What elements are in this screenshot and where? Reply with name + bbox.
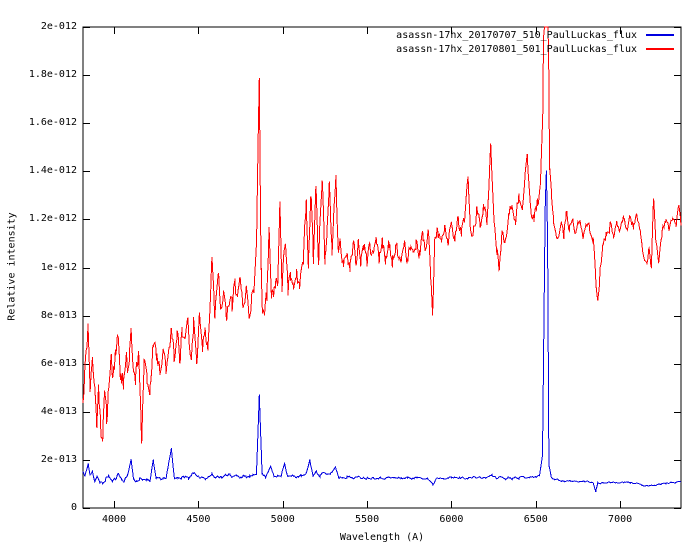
x-tick-label: 4500 bbox=[186, 514, 211, 525]
y-tick-label: 1.8e-012 bbox=[28, 69, 77, 81]
x-tick-label: 6500 bbox=[523, 514, 548, 525]
y-tick-label: 1e-012 bbox=[40, 261, 77, 273]
legend-line-sample-blue bbox=[646, 34, 674, 36]
legend-label-20170707: asassn-17hx_20170707_510_PaulLuckas_flux bbox=[396, 29, 637, 41]
x-tick-label: 7000 bbox=[608, 514, 633, 525]
x-tick-label: 5000 bbox=[270, 514, 295, 525]
y-tick-label: 0 bbox=[70, 502, 77, 513]
spectrum-line-0 bbox=[82, 170, 682, 492]
x-axis-title: Wavelength (A) bbox=[339, 532, 425, 543]
spectrum-line-1 bbox=[82, 26, 682, 444]
legend: asassn-17hx_20170707_510_PaulLuckas_flux… bbox=[396, 28, 674, 56]
legend-entry-20170801: asassn-17hx_20170801_501_PaulLuckas_flux bbox=[396, 42, 674, 56]
y-tick-label: 4e-013 bbox=[40, 405, 77, 417]
x-tick-label: 5500 bbox=[355, 514, 380, 525]
x-tick-label: 6000 bbox=[439, 514, 464, 525]
legend-line-sample-red bbox=[646, 48, 674, 50]
legend-entry-20170707: asassn-17hx_20170707_510_PaulLuckas_flux bbox=[396, 28, 674, 42]
y-tick-label: 8e-013 bbox=[40, 309, 77, 321]
y-tick-label: 1.6e-012 bbox=[28, 117, 77, 129]
y-tick-label: 6e-013 bbox=[40, 357, 77, 369]
y-tick-label: 2e-013 bbox=[40, 453, 77, 465]
y-tick-label: 2e-012 bbox=[40, 21, 77, 32]
y-tick-label: 1.2e-012 bbox=[28, 213, 77, 225]
plot-border bbox=[82, 26, 682, 509]
legend-label-20170801: asassn-17hx_20170801_501_PaulLuckas_flux bbox=[396, 43, 637, 55]
x-tick-label: 4000 bbox=[101, 514, 127, 525]
y-tick-label: 1.4e-012 bbox=[28, 165, 77, 177]
